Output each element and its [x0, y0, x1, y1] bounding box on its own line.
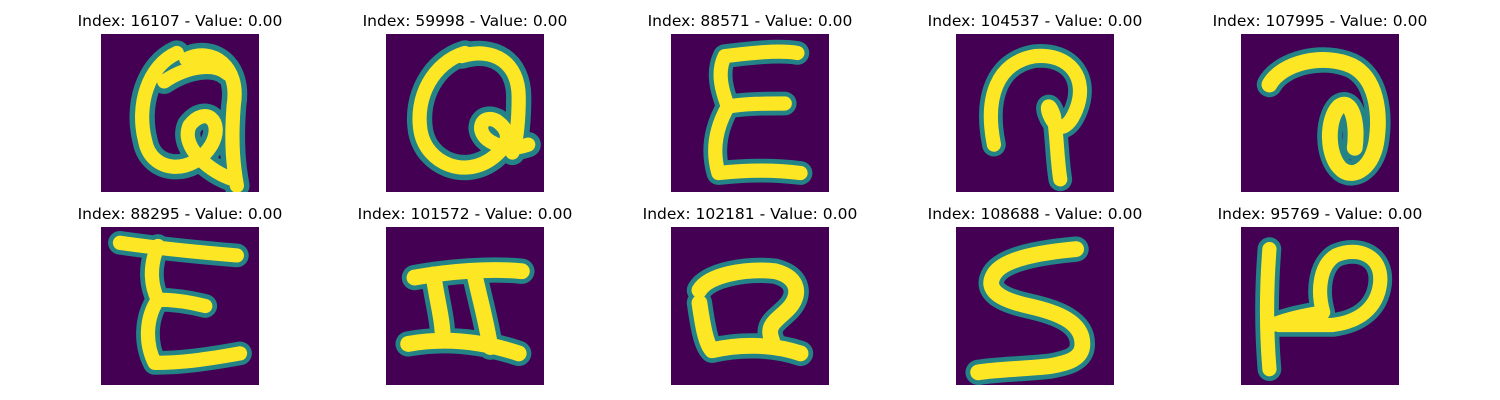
sample-panel: Index: 88295 - Value: 0.00 — [30, 193, 330, 385]
panel-title: Index: 102181 - Value: 0.00 — [642, 205, 858, 223]
glyph-image — [386, 227, 544, 385]
sample-panel: Index: 107995 - Value: 0.00 — [1170, 0, 1470, 192]
glyph-image — [386, 34, 544, 192]
sample-panel: Index: 95769 - Value: 0.00 — [1170, 193, 1470, 385]
glyph-image — [1241, 34, 1399, 192]
panel-title: Index: 16107 - Value: 0.00 — [77, 12, 283, 30]
panel-title: Index: 88295 - Value: 0.00 — [77, 205, 283, 223]
sample-panel: Index: 108688 - Value: 0.00 — [885, 193, 1185, 385]
glyph-image — [1241, 227, 1399, 385]
sample-panel: Index: 101572 - Value: 0.00 — [315, 193, 615, 385]
sample-panel: Index: 102181 - Value: 0.00 — [600, 193, 900, 385]
panel-title: Index: 108688 - Value: 0.00 — [927, 205, 1143, 223]
glyph-image — [671, 227, 829, 385]
glyph-image — [956, 227, 1114, 385]
glyph-image — [101, 34, 259, 192]
glyph-image — [956, 34, 1114, 192]
glyph-image — [671, 34, 829, 192]
sample-panel: Index: 59998 - Value: 0.00 — [315, 0, 615, 192]
panel-title: Index: 88571 - Value: 0.00 — [647, 12, 853, 30]
panel-title: Index: 59998 - Value: 0.00 — [362, 12, 568, 30]
panel-title: Index: 95769 - Value: 0.00 — [1217, 205, 1423, 223]
sample-panel: Index: 88571 - Value: 0.00 — [600, 0, 900, 192]
panel-title: Index: 107995 - Value: 0.00 — [1212, 12, 1428, 30]
panel-title: Index: 104537 - Value: 0.00 — [927, 12, 1143, 30]
sample-panel: Index: 16107 - Value: 0.00 — [30, 0, 330, 192]
glyph-image — [101, 227, 259, 385]
panel-title: Index: 101572 - Value: 0.00 — [357, 205, 573, 223]
sample-panel: Index: 104537 - Value: 0.00 — [885, 0, 1185, 192]
